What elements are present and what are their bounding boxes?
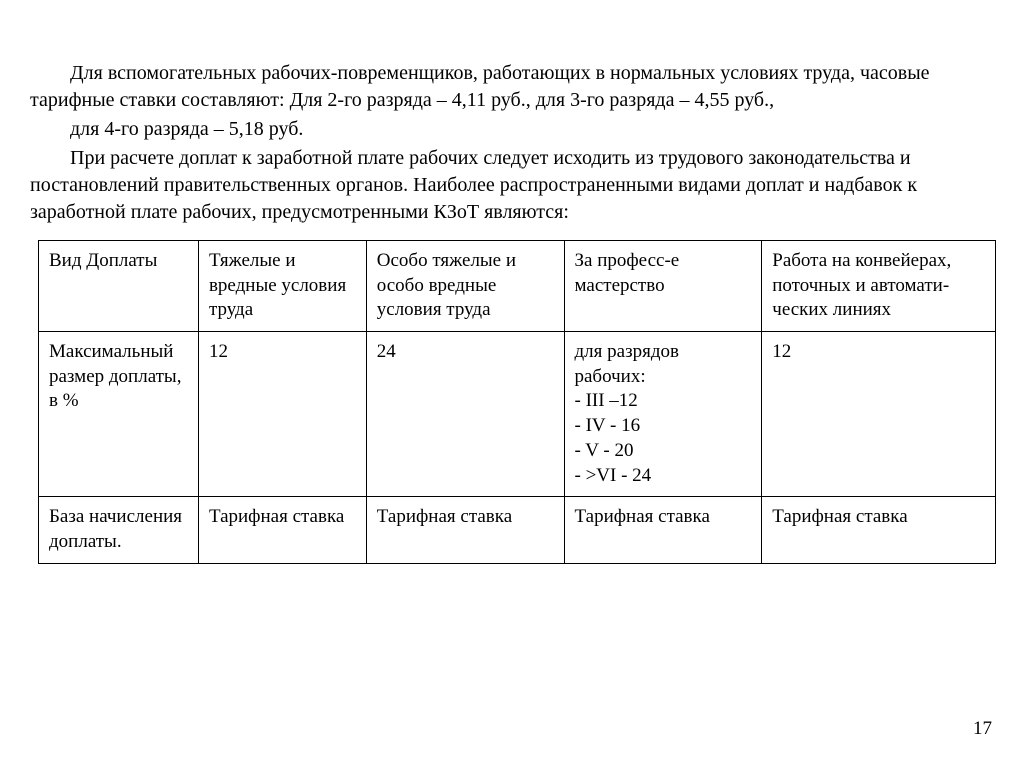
- data-cell: 24: [366, 332, 564, 497]
- data-cell: Тарифная ставка: [564, 497, 762, 563]
- data-cell: для разрядов рабочих: - III –12 - IV - 1…: [564, 332, 762, 497]
- header-cell: Работа на конвейерах, поточных и автомат…: [762, 241, 996, 332]
- data-cell: 12: [762, 332, 996, 497]
- table-header-row: Вид Доплаты Тяжелые и вредные условия тр…: [39, 241, 996, 332]
- intro-paragraph-2: для 4-го разряда – 5,18 руб.: [30, 116, 994, 143]
- data-cell: Тарифная ставка: [198, 497, 366, 563]
- page-number: 17: [973, 718, 992, 740]
- row-label-cell: База начисления доплаты.: [39, 497, 199, 563]
- intro-paragraph-3: При расчете доплат к заработной плате ра…: [30, 145, 994, 226]
- data-cell: Тарифная ставка: [762, 497, 996, 563]
- intro-paragraph-1: Для вспомогательных рабочих-повременщико…: [30, 60, 994, 114]
- row-label-cell: Максимальный размер доплаты, в %: [39, 332, 199, 497]
- table-row: База начисления доплаты. Тарифная ставка…: [39, 497, 996, 563]
- data-cell: Тарифная ставка: [366, 497, 564, 563]
- header-cell: Особо тяжелые и особо вредные условия тр…: [366, 241, 564, 332]
- table-row: Максимальный размер доплаты, в % 12 24 д…: [39, 332, 996, 497]
- header-cell: Тяжелые и вредные условия труда: [198, 241, 366, 332]
- header-cell: За професс-е мастерство: [564, 241, 762, 332]
- header-cell: Вид Доплаты: [39, 241, 199, 332]
- data-cell: 12: [198, 332, 366, 497]
- supplements-table: Вид Доплаты Тяжелые и вредные условия тр…: [38, 240, 996, 564]
